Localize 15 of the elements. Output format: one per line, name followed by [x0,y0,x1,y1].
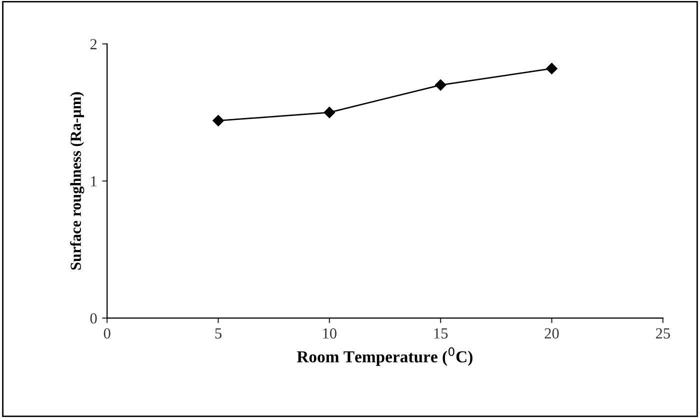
x-tick-label: 25 [656,328,670,339]
x-tick-label: 15 [434,328,448,339]
point [546,62,558,74]
y-tick-label: 0 [90,313,97,324]
y-tick-label: 2 [90,39,97,50]
x-tick-label: 10 [323,328,336,339]
point [212,115,224,126]
point [434,79,446,91]
x-tick-label: 0 [104,328,110,339]
y-tick-label: 1 [91,176,96,186]
y-axis-title: Surface roughness (Ra-μm) [70,92,84,270]
point [324,106,336,118]
x-tick-label: 5 [215,328,222,339]
x-axis-title: Room Temperature ($^{0}$C) [296,347,472,366]
x-tick-label: 20 [544,328,559,339]
